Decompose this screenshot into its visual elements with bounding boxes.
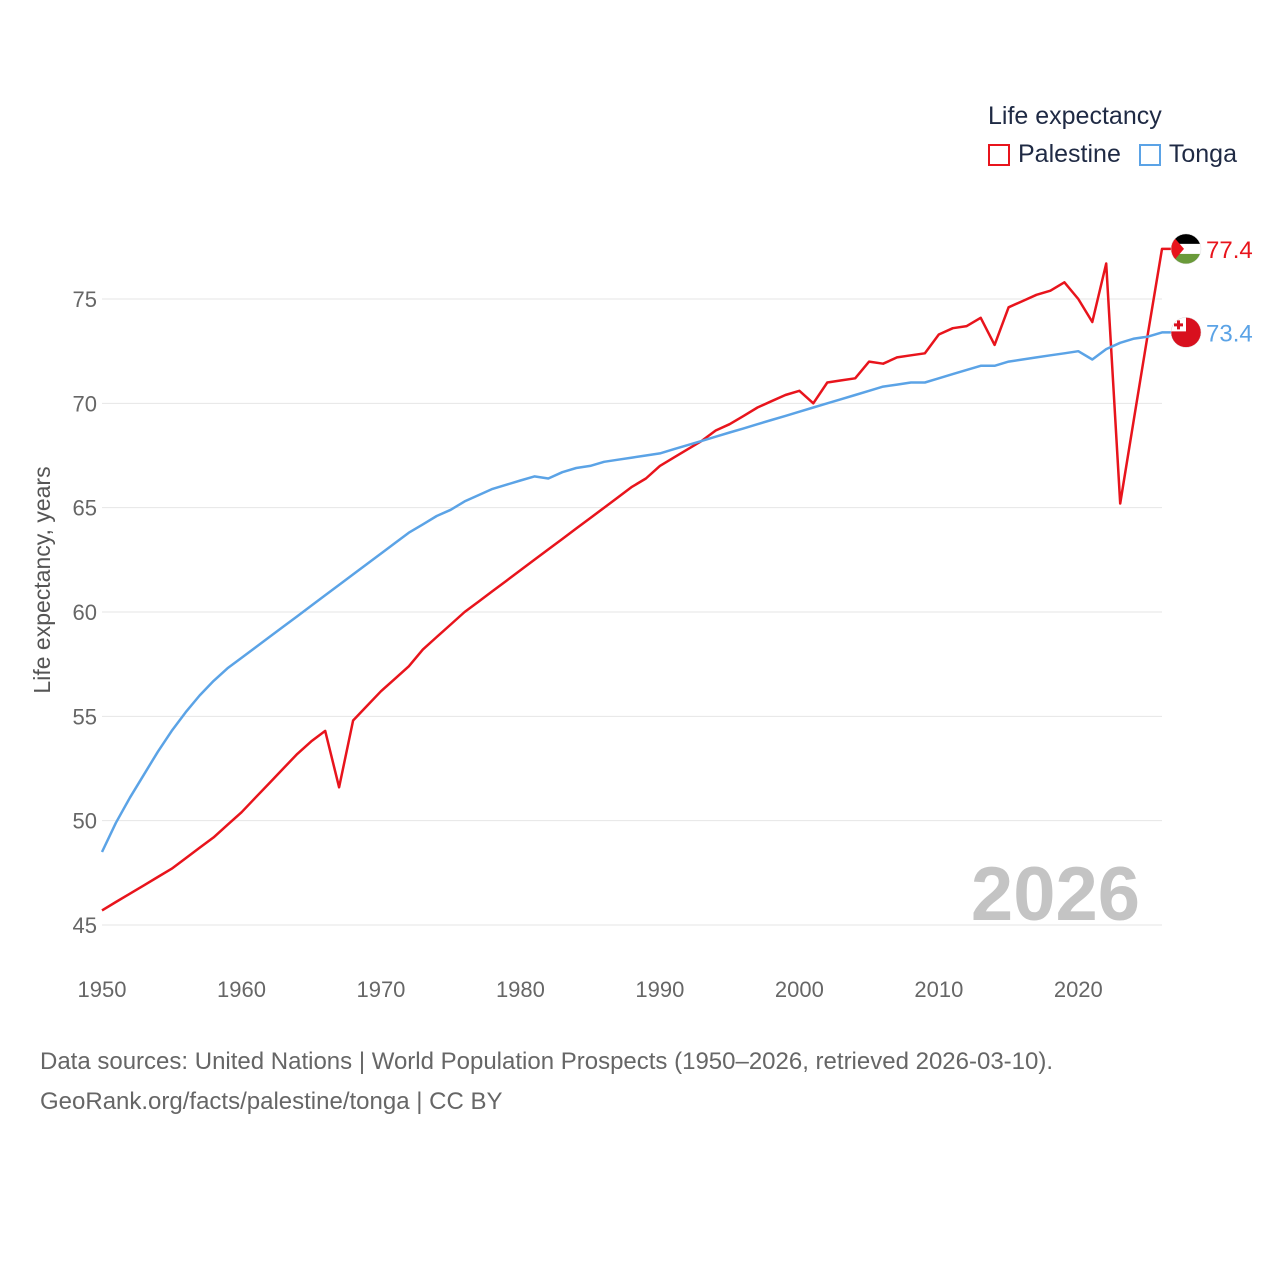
- end-labels: 77.4 73.4: [1170, 233, 1253, 348]
- footer-link[interactable]: GeoRank.org/facts/palestine/tonga | CC B…: [40, 1088, 503, 1115]
- x-tick-label-1950: 1950: [78, 977, 127, 1002]
- x-axis-ticks: 1950 1960 1970 1980 1990 2000 2010 2020: [78, 977, 1103, 1002]
- y-tick-label-60: 60: [73, 600, 97, 625]
- series-line-tonga: [100, 331, 1172, 853]
- legend-swatch-palestine: [988, 143, 1010, 166]
- grid-lines: [102, 298, 1162, 926]
- series-line-palestine: [101, 247, 1172, 912]
- legend-item-palestine[interactable]: Palestine: [988, 140, 1121, 169]
- legend: Life expectancy Palestine Tonga: [988, 100, 1255, 169]
- x-tick-label-2020: 2020: [1054, 977, 1103, 1002]
- footer: Data sources: United Nations | World Pop…: [40, 1042, 1053, 1122]
- series-lines: [100, 247, 1172, 912]
- y-axis-ticks: 45 50 55 60 65 70 75: [73, 287, 97, 938]
- y-tick-label-65: 65: [73, 496, 97, 521]
- y-tick-label-50: 50: [73, 809, 97, 834]
- x-tick-label-1990: 1990: [635, 977, 684, 1002]
- y-tick-label-55: 55: [73, 704, 97, 729]
- legend-label-palestine: Palestine: [1018, 140, 1121, 168]
- palestine-flag-icon: [1170, 233, 1202, 265]
- end-label-tonga: 73.4: [1206, 320, 1253, 347]
- legend-swatch-tonga: [1138, 143, 1161, 166]
- legend-title: Life expectancy: [988, 102, 1162, 130]
- y-tick-label-70: 70: [73, 391, 97, 416]
- year-watermark: 2026: [971, 852, 1140, 937]
- legend-items: Palestine Tonga: [988, 140, 1255, 169]
- tonga-flag-icon: [1170, 317, 1202, 348]
- x-tick-label-1970: 1970: [356, 977, 405, 1002]
- x-tick-label-1960: 1960: [217, 977, 266, 1002]
- footer-sources: Data sources: United Nations | World Pop…: [40, 1048, 1054, 1075]
- legend-item-tonga[interactable]: Tonga: [1138, 140, 1237, 169]
- x-tick-label-2000: 2000: [775, 977, 824, 1002]
- x-tick-label-2010: 2010: [914, 977, 963, 1002]
- y-axis-title: Life expectancy, years: [29, 466, 55, 693]
- y-tick-label-45: 45: [73, 913, 97, 938]
- legend-label-tonga: Tonga: [1168, 140, 1237, 168]
- end-label-palestine: 77.4: [1206, 237, 1253, 264]
- x-tick-label-1980: 1980: [496, 977, 545, 1002]
- y-tick-label-75: 75: [73, 287, 97, 312]
